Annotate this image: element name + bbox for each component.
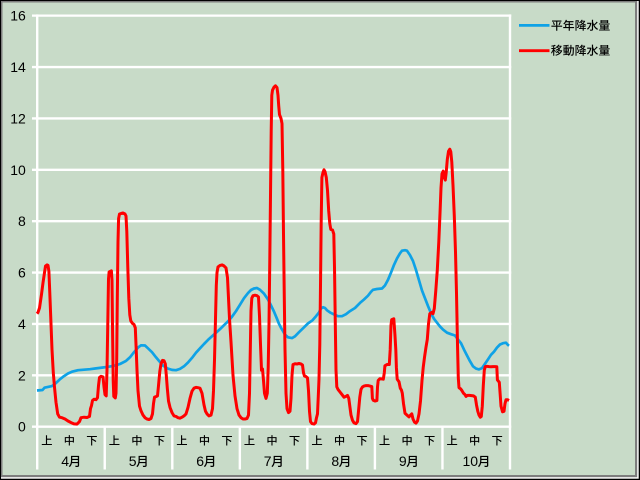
svg-text:4: 4 <box>61 453 69 469</box>
svg-text:8: 8 <box>331 453 339 469</box>
svg-text:12: 12 <box>10 110 26 126</box>
svg-text:14: 14 <box>10 59 26 75</box>
svg-text:6: 6 <box>18 265 26 281</box>
svg-text:9: 9 <box>399 453 407 469</box>
svg-text:5: 5 <box>129 453 137 469</box>
svg-text:16: 16 <box>10 8 26 24</box>
svg-text:8: 8 <box>18 213 26 229</box>
svg-text:10: 10 <box>463 453 479 469</box>
svg-text:10: 10 <box>10 162 26 178</box>
svg-text:4: 4 <box>18 316 26 332</box>
svg-text:7: 7 <box>264 453 272 469</box>
svg-text:2: 2 <box>18 367 26 383</box>
svg-text:0: 0 <box>18 419 26 435</box>
svg-text:6: 6 <box>196 453 204 469</box>
